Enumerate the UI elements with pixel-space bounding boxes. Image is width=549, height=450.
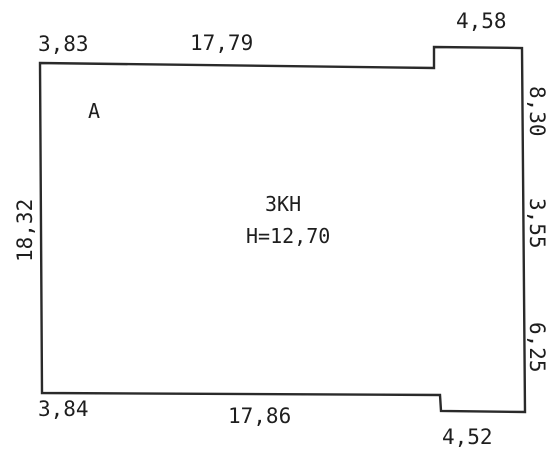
dimension-left: 18,32 — [13, 199, 37, 262]
dimension-right-bottom: 6,25 — [525, 322, 549, 373]
dimension-top-left: 3,83 — [38, 32, 89, 56]
dimension-right-middle: 3,55 — [525, 198, 549, 249]
dimension-bottom-main: 17,86 — [228, 404, 291, 428]
dimension-right-top: 8,30 — [525, 86, 549, 137]
dimension-top-right: 4,58 — [456, 9, 507, 33]
dimension-top-main: 17,79 — [190, 31, 253, 55]
building-height-label: Н=12,70 — [246, 224, 330, 248]
block-label: A — [88, 99, 100, 123]
dimension-bottom-left: 3,84 — [38, 397, 89, 421]
dimension-bottom-right: 4,52 — [442, 425, 493, 449]
building-outline — [38, 45, 527, 414]
building-type-label: 3КН — [265, 192, 301, 216]
